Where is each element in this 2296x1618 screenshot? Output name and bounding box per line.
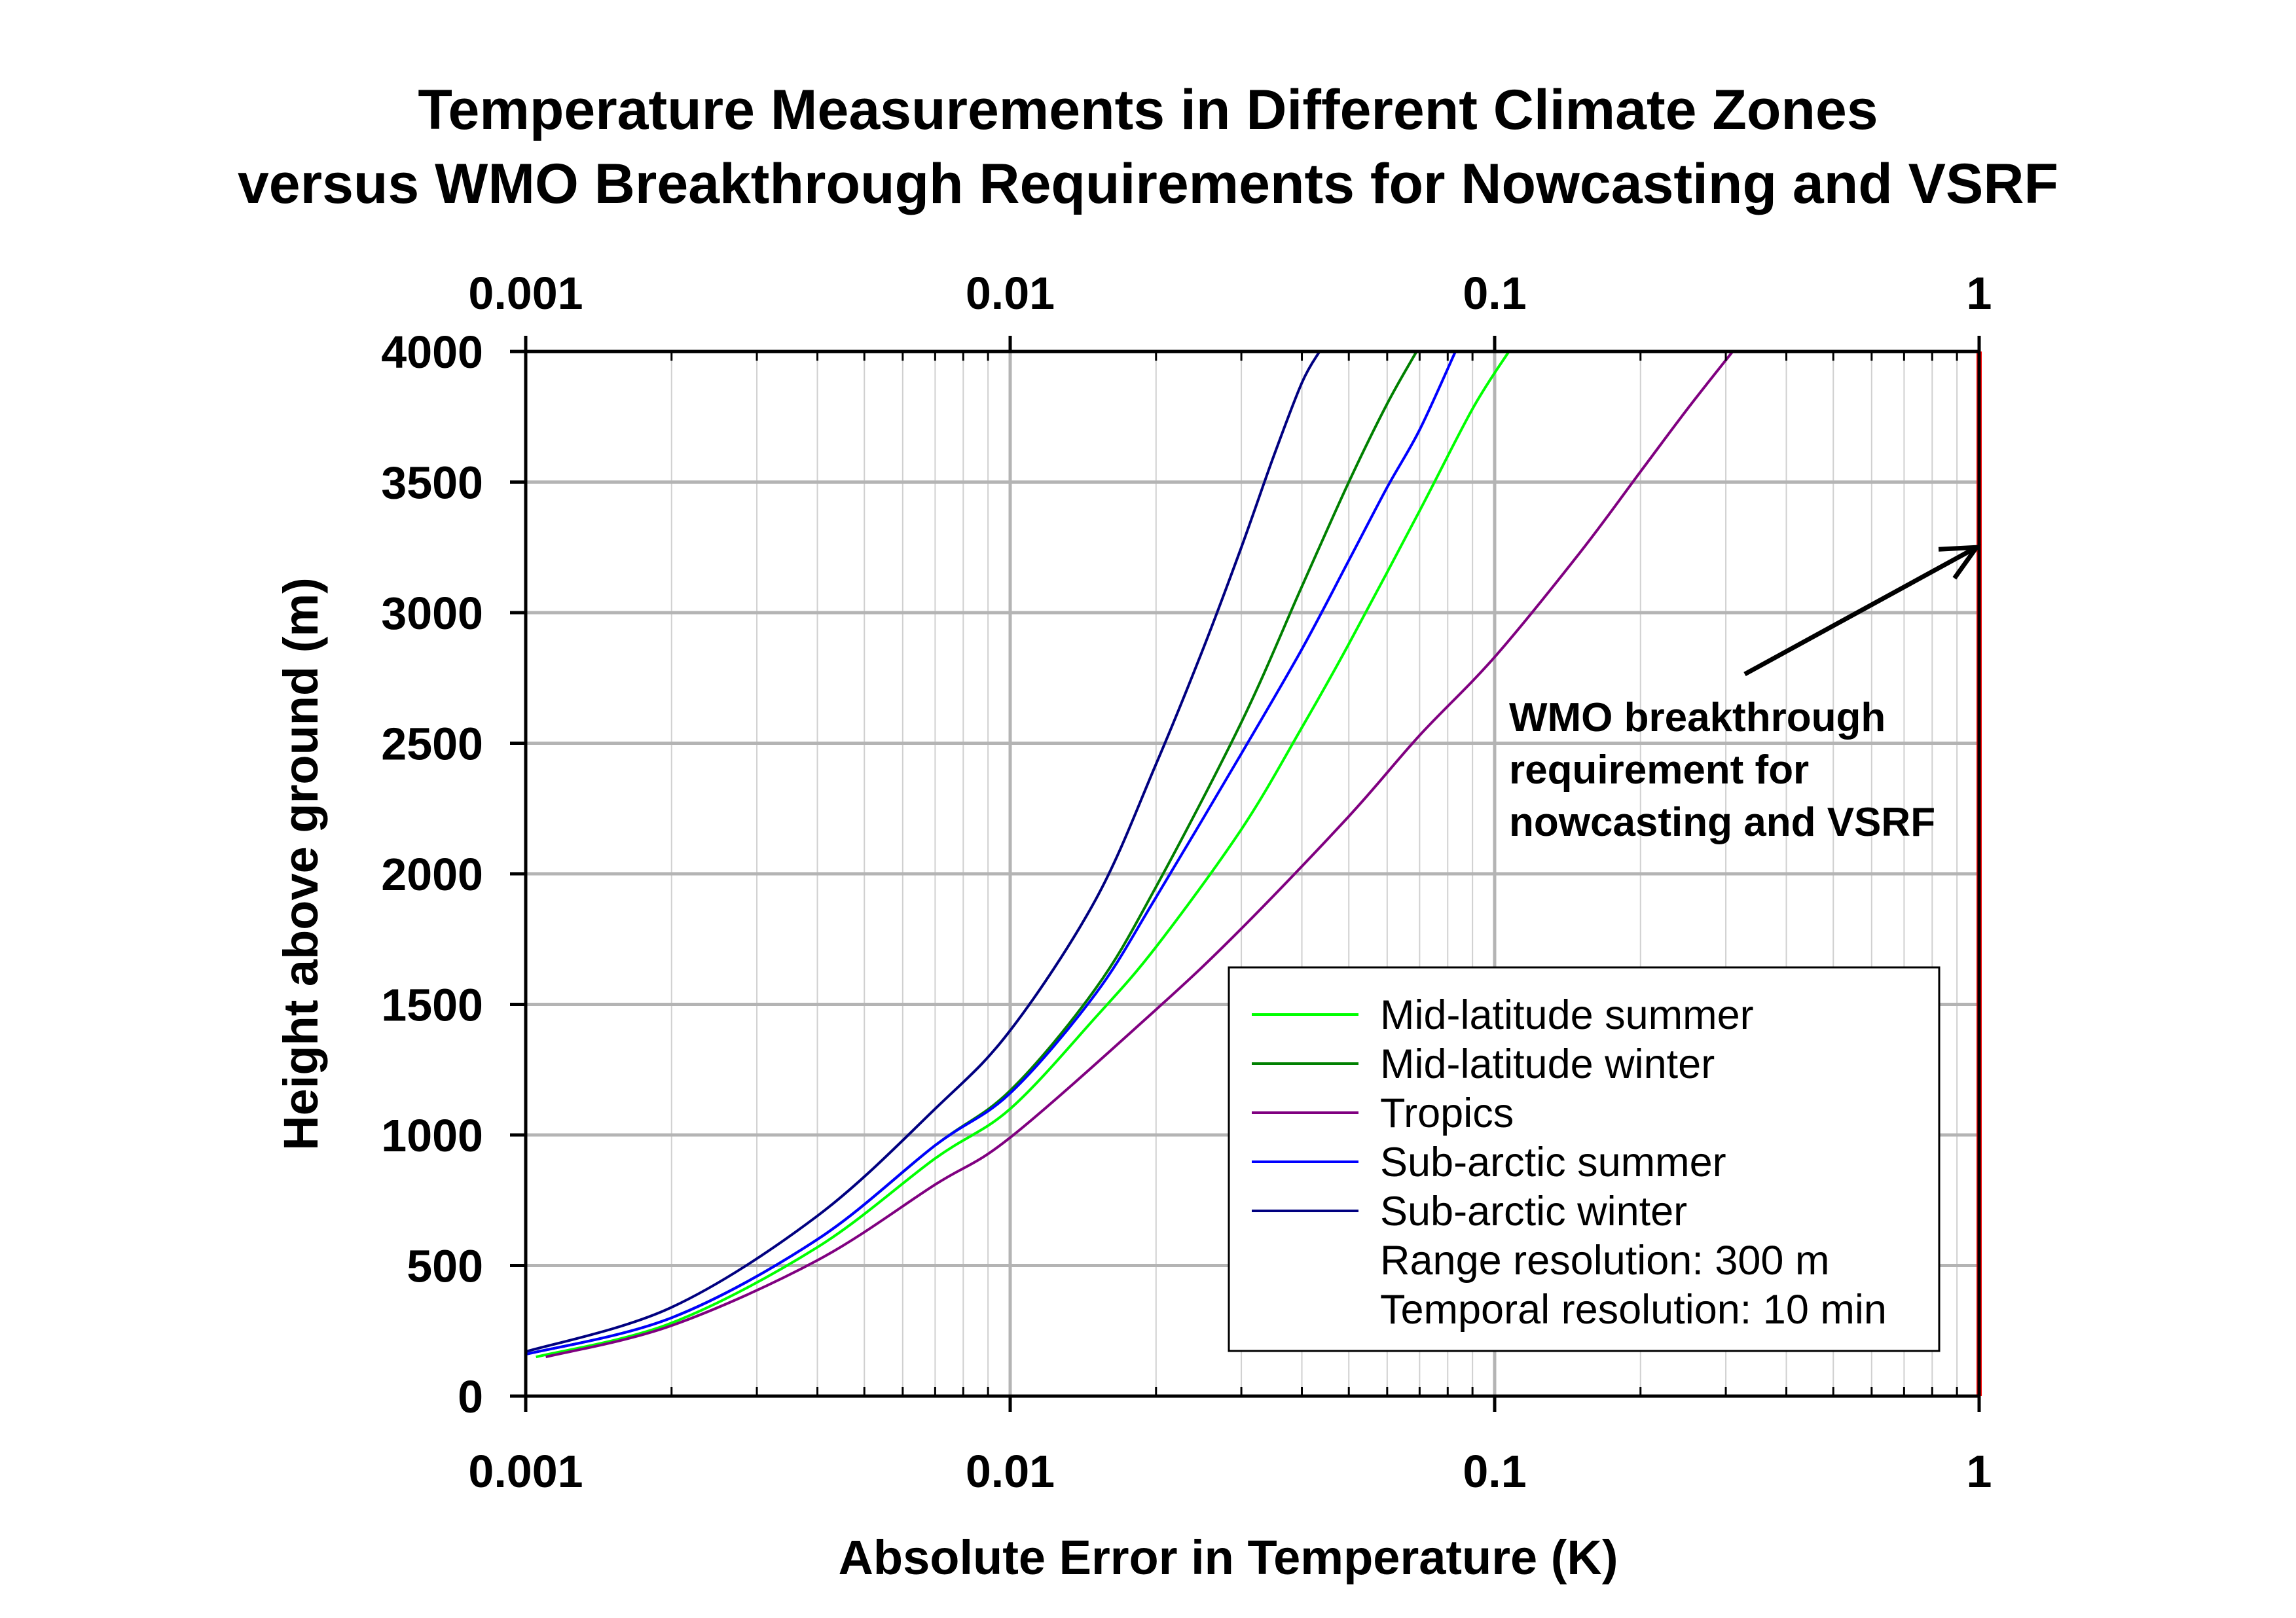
annotation-text-line: requirement for (1509, 747, 1809, 793)
annotation: WMO breakthrough requirement for nowcastin… (1509, 545, 1982, 845)
y-tick-label: 1000 (381, 1110, 483, 1161)
x-tick-label: 0.1 (1463, 1446, 1526, 1497)
legend-label: Tropics (1380, 1090, 1514, 1136)
legend-label: Mid-latitude winter (1380, 1041, 1715, 1087)
y-tick-label: 4000 (381, 327, 483, 378)
series-line-3 (545, 350, 1734, 1359)
chart-title-line-2: versus WMO Breakthrough Requirements for… (237, 153, 2059, 215)
annotation-arrow-shaft (1743, 545, 1978, 677)
y-tick-label: 3000 (381, 588, 483, 639)
legend-note: Temporal resolution: 10 min (1380, 1287, 1887, 1333)
y-tick-label: 2500 (381, 719, 483, 770)
y-tick-label: 500 (407, 1241, 483, 1292)
tick-labels: 0.001 0.001 0.01 0.01 0.1 0.1 1 1 0 500 1000 1500 20… (381, 268, 1992, 1497)
legend-note: Range resolution: 300 m (1380, 1238, 1829, 1284)
x-top-tick-label: 1 (1967, 268, 1992, 319)
series-line-4 (525, 351, 1457, 1356)
series-line-1 (536, 350, 1510, 1359)
annotation-arrow-head (1938, 545, 1982, 580)
y-tick-label: 1500 (381, 980, 483, 1031)
x-axis-title: Absolute Error in Temperature (K) (838, 1530, 1618, 1585)
annotation-text-line: WMO breakthrough (1509, 695, 1886, 740)
x-tick-label: 0.01 (966, 1446, 1055, 1497)
y-axis-title: Height above ground (m) (274, 577, 328, 1151)
y-tick-label: 3500 (381, 458, 483, 509)
x-top-tick-label: 0.1 (1463, 268, 1526, 319)
legend-box (1228, 966, 1941, 1352)
annotation-text-line: nowcasting and VSRF (1509, 800, 1935, 845)
y-tick-label: 0 (458, 1371, 483, 1422)
legend-label: Sub-arctic summer (1380, 1140, 1726, 1185)
x-top-tick-label: 0.001 (468, 268, 583, 319)
chart-title-line-1: Temperature Measurements in Different Cl… (418, 79, 1878, 141)
x-top-tick-label: 0.01 (966, 268, 1055, 319)
x-tick-label: 1 (1967, 1446, 1992, 1497)
y-tick-label: 2000 (381, 849, 483, 900)
x-tick-label: 0.001 (468, 1446, 583, 1497)
legend-label: Sub-arctic winter (1380, 1189, 1687, 1234)
series-line-5 (525, 350, 1321, 1354)
legend-label: Mid-latitude summer (1380, 992, 1754, 1038)
axis-ticks (510, 336, 1981, 1412)
